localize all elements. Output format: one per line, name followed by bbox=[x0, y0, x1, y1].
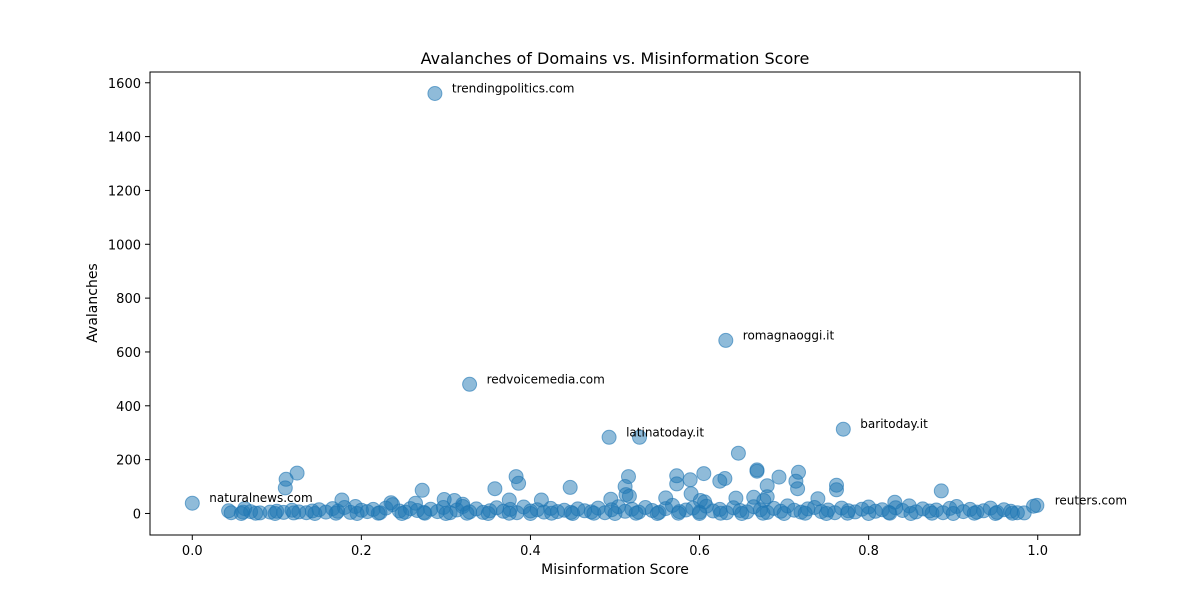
data-point bbox=[692, 506, 707, 521]
x-tick-label: 0.4 bbox=[520, 544, 541, 559]
data-point bbox=[882, 505, 898, 521]
data-point bbox=[1004, 505, 1020, 521]
data-point bbox=[933, 483, 949, 499]
data-point bbox=[712, 473, 728, 489]
data-point bbox=[945, 506, 961, 521]
point-annotation: reuters.com bbox=[1055, 493, 1127, 507]
data-point bbox=[797, 505, 813, 521]
data-point bbox=[427, 86, 443, 101]
data-point bbox=[523, 506, 538, 521]
data-point bbox=[790, 481, 806, 497]
data-point bbox=[682, 472, 698, 488]
data-point bbox=[670, 505, 686, 521]
data-point bbox=[829, 482, 844, 498]
data-point bbox=[462, 376, 478, 392]
data-point bbox=[277, 480, 293, 496]
data-point bbox=[924, 505, 940, 521]
point-annotation: naturalnews.com bbox=[209, 491, 312, 505]
data-point bbox=[749, 463, 765, 479]
data-point bbox=[586, 505, 602, 521]
data-point bbox=[632, 429, 647, 445]
y-tick-label: 1400 bbox=[108, 131, 141, 146]
x-tick-label: 0.8 bbox=[858, 544, 879, 559]
x-tick-label: 0.6 bbox=[689, 544, 710, 559]
x-tick-label: 1.0 bbox=[1027, 544, 1048, 559]
data-point bbox=[417, 505, 433, 521]
y-tick-label: 800 bbox=[116, 292, 141, 307]
data-point bbox=[562, 479, 578, 495]
data-point bbox=[487, 481, 503, 497]
data-point bbox=[328, 505, 344, 521]
data-point bbox=[718, 332, 734, 348]
data-point bbox=[501, 505, 517, 521]
point-annotation: baritoday.it bbox=[860, 417, 928, 431]
data-point bbox=[861, 506, 877, 521]
y-tick-label: 400 bbox=[116, 400, 141, 415]
points-layer bbox=[184, 86, 1045, 521]
data-point bbox=[840, 505, 855, 521]
data-point bbox=[669, 476, 685, 492]
plot-area-frame bbox=[149, 71, 1081, 536]
data-point bbox=[370, 505, 386, 521]
x-tick-label: 0.2 bbox=[351, 544, 372, 559]
point-annotation: romagnaoggi.it bbox=[743, 328, 835, 342]
y-tick-label: 1600 bbox=[108, 77, 141, 92]
data-point bbox=[607, 506, 623, 521]
data-point bbox=[755, 505, 771, 521]
y-axis: 0 200 400 600 800 1000 1200 1400 1600 bbox=[108, 77, 150, 522]
data-point bbox=[835, 421, 851, 437]
chart-title: Avalanches of Domains vs. Misinformation… bbox=[421, 49, 810, 68]
data-point bbox=[903, 506, 919, 521]
x-tick-label: 0.0 bbox=[182, 544, 203, 559]
data-point bbox=[649, 506, 665, 521]
y-tick-label: 200 bbox=[116, 454, 141, 469]
data-point bbox=[988, 506, 1003, 521]
x-axis: 0.0 0.2 0.4 0.6 0.8 1.0 bbox=[182, 535, 1048, 559]
data-point bbox=[818, 506, 834, 521]
data-point bbox=[286, 505, 302, 521]
y-axis-label: Avalanches bbox=[85, 263, 101, 342]
y-tick-label: 1000 bbox=[108, 238, 141, 253]
data-point bbox=[414, 482, 430, 498]
y-tick-label: 0 bbox=[133, 507, 141, 522]
data-point bbox=[267, 506, 283, 521]
data-point bbox=[696, 466, 712, 482]
point-annotation: latinatoday.it bbox=[626, 425, 704, 439]
data-point bbox=[233, 506, 249, 521]
data-point bbox=[621, 488, 637, 504]
data-point bbox=[394, 506, 410, 521]
data-point bbox=[480, 506, 496, 521]
data-point bbox=[459, 505, 475, 521]
data-point bbox=[734, 506, 750, 521]
data-point bbox=[628, 505, 644, 521]
y-tick-label: 1200 bbox=[108, 184, 141, 199]
data-point bbox=[713, 505, 729, 521]
data-point bbox=[544, 505, 560, 521]
data-point bbox=[307, 506, 323, 521]
data-point bbox=[565, 506, 581, 521]
data-point bbox=[771, 469, 787, 485]
y-tick-label: 600 bbox=[116, 346, 141, 361]
data-point bbox=[184, 495, 200, 511]
x-axis-label: Misinformation Score bbox=[541, 562, 689, 578]
data-point bbox=[776, 506, 792, 521]
annotations-layer: trendingpolitics.com romagnaoggi.it redvoi… bbox=[209, 82, 1127, 508]
data-point bbox=[511, 475, 527, 491]
data-point bbox=[966, 505, 982, 521]
data-point bbox=[349, 506, 365, 521]
data-point bbox=[601, 429, 617, 445]
data-point bbox=[730, 445, 746, 461]
point-annotation: trendingpolitics.com bbox=[452, 82, 575, 96]
data-point bbox=[248, 505, 264, 521]
point-annotation: redvoicemedia.com bbox=[487, 372, 605, 386]
data-point bbox=[438, 506, 454, 521]
